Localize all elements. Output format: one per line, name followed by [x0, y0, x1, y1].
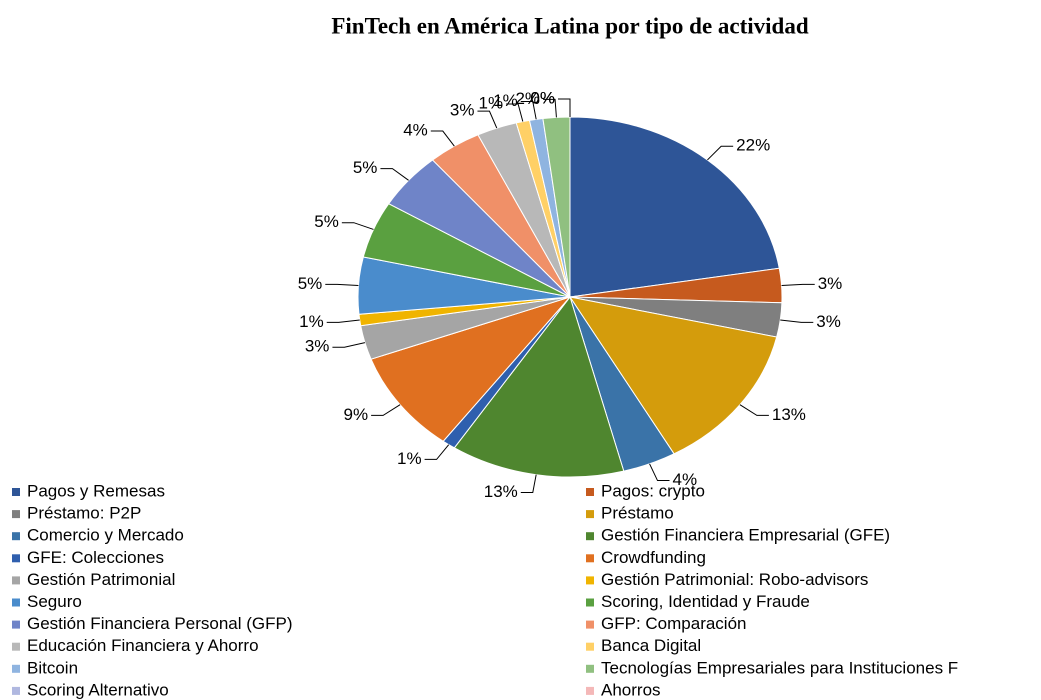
leader-line	[430, 130, 455, 147]
leader-line	[325, 283, 359, 286]
leader-line	[558, 98, 571, 117]
legend-label: Banca Digital	[601, 636, 701, 655]
legend-label: GFE: Colecciones	[27, 548, 164, 567]
data-label: 1%	[479, 93, 504, 112]
data-label: 2%	[515, 89, 540, 108]
pie-slice	[569, 116, 780, 298]
data-label: 5%	[314, 212, 339, 231]
legend-label: GFP: Comparación	[601, 614, 747, 633]
data-label: 3%	[305, 337, 330, 356]
leader-line	[371, 404, 401, 416]
legend-swatch	[12, 532, 20, 541]
data-label: 5%	[353, 158, 378, 177]
legend-label: Bitcoin	[27, 658, 78, 677]
leader-line	[326, 319, 360, 323]
legend-swatch	[12, 510, 20, 519]
data-label: 4%	[673, 470, 698, 489]
legend-label: Gestión Patrimonial	[27, 570, 175, 589]
leader-line	[380, 168, 409, 181]
data-label: 9%	[344, 405, 369, 424]
legend-label: Scoring Alternativo	[27, 680, 169, 699]
leader-line	[649, 463, 670, 482]
legend-swatch	[12, 554, 20, 563]
legend-swatch	[586, 554, 594, 563]
data-label: 3%	[818, 274, 843, 293]
legend-swatch	[586, 532, 594, 541]
leader-line	[520, 101, 537, 120]
legend-swatch	[12, 576, 20, 585]
pie-slice	[370, 295, 572, 442]
data-label: 5%	[298, 274, 323, 293]
legend-swatch	[586, 620, 594, 629]
legend-swatch	[586, 576, 594, 585]
legend-label: Ahorros	[601, 680, 661, 699]
data-label: 13%	[772, 405, 806, 424]
data-label: 0%	[530, 88, 555, 107]
legend-label: Préstamo	[601, 504, 674, 523]
data-label: 4%	[403, 121, 428, 140]
leader-line	[739, 404, 769, 416]
pie-slice	[568, 296, 778, 455]
leader-line	[477, 110, 498, 129]
leader-line	[332, 342, 366, 348]
legend-swatch	[586, 598, 594, 607]
legend-label: Tecnologías Empresariales para Instituci…	[601, 658, 958, 677]
legend-label: Scoring, Identidad y Fraude	[601, 592, 810, 611]
legend-label: Educación Financiera y Ahorro	[27, 636, 259, 655]
data-label: 3%	[816, 312, 841, 331]
data-label: 1%	[493, 91, 518, 110]
data-label: 1%	[397, 449, 422, 468]
data-label: 22%	[736, 136, 770, 155]
data-label: 1%	[299, 312, 324, 331]
leader-line	[707, 145, 734, 161]
legend-swatch	[586, 488, 594, 496]
chart-title: FinTech en América Latina por tipo de ac…	[331, 13, 808, 38]
leader-line	[520, 474, 537, 493]
legend-swatch	[12, 598, 20, 607]
leader-line	[781, 283, 815, 286]
legend-swatch	[586, 664, 594, 673]
leader-line	[506, 103, 524, 122]
legend-label: Crowdfunding	[601, 548, 706, 567]
legend-label: Gestión Financiera Empresarial (GFE)	[601, 526, 890, 545]
legend-swatch	[12, 686, 20, 695]
legend-swatch	[586, 510, 594, 519]
legend-swatch	[586, 686, 594, 695]
legend-swatch	[12, 664, 20, 673]
leader-line	[424, 444, 450, 460]
data-label: 13%	[484, 482, 518, 501]
legend-label: Préstamo: P2P	[27, 504, 141, 523]
data-label: 0%	[530, 88, 555, 107]
legend-label: Pagos: crypto	[601, 481, 705, 500]
legend-label: Comercio y Mercado	[27, 526, 184, 545]
leader-line	[780, 319, 814, 323]
legend-label: Seguro	[27, 592, 82, 611]
pie-slice	[453, 295, 625, 478]
legend-label: Pagos y Remesas	[27, 481, 165, 500]
legend-swatch	[586, 642, 594, 651]
leader-line	[341, 222, 374, 230]
legend-label: Gestión Patrimonial: Robo-advisors	[601, 570, 868, 589]
leader-line	[543, 98, 557, 118]
leader-line	[558, 98, 571, 117]
legend-swatch	[12, 488, 20, 496]
legend-label: Gestión Financiera Personal (GFP)	[27, 614, 293, 633]
legend-swatch	[12, 642, 20, 651]
legend-swatch	[12, 620, 20, 629]
data-label: 3%	[450, 101, 475, 120]
